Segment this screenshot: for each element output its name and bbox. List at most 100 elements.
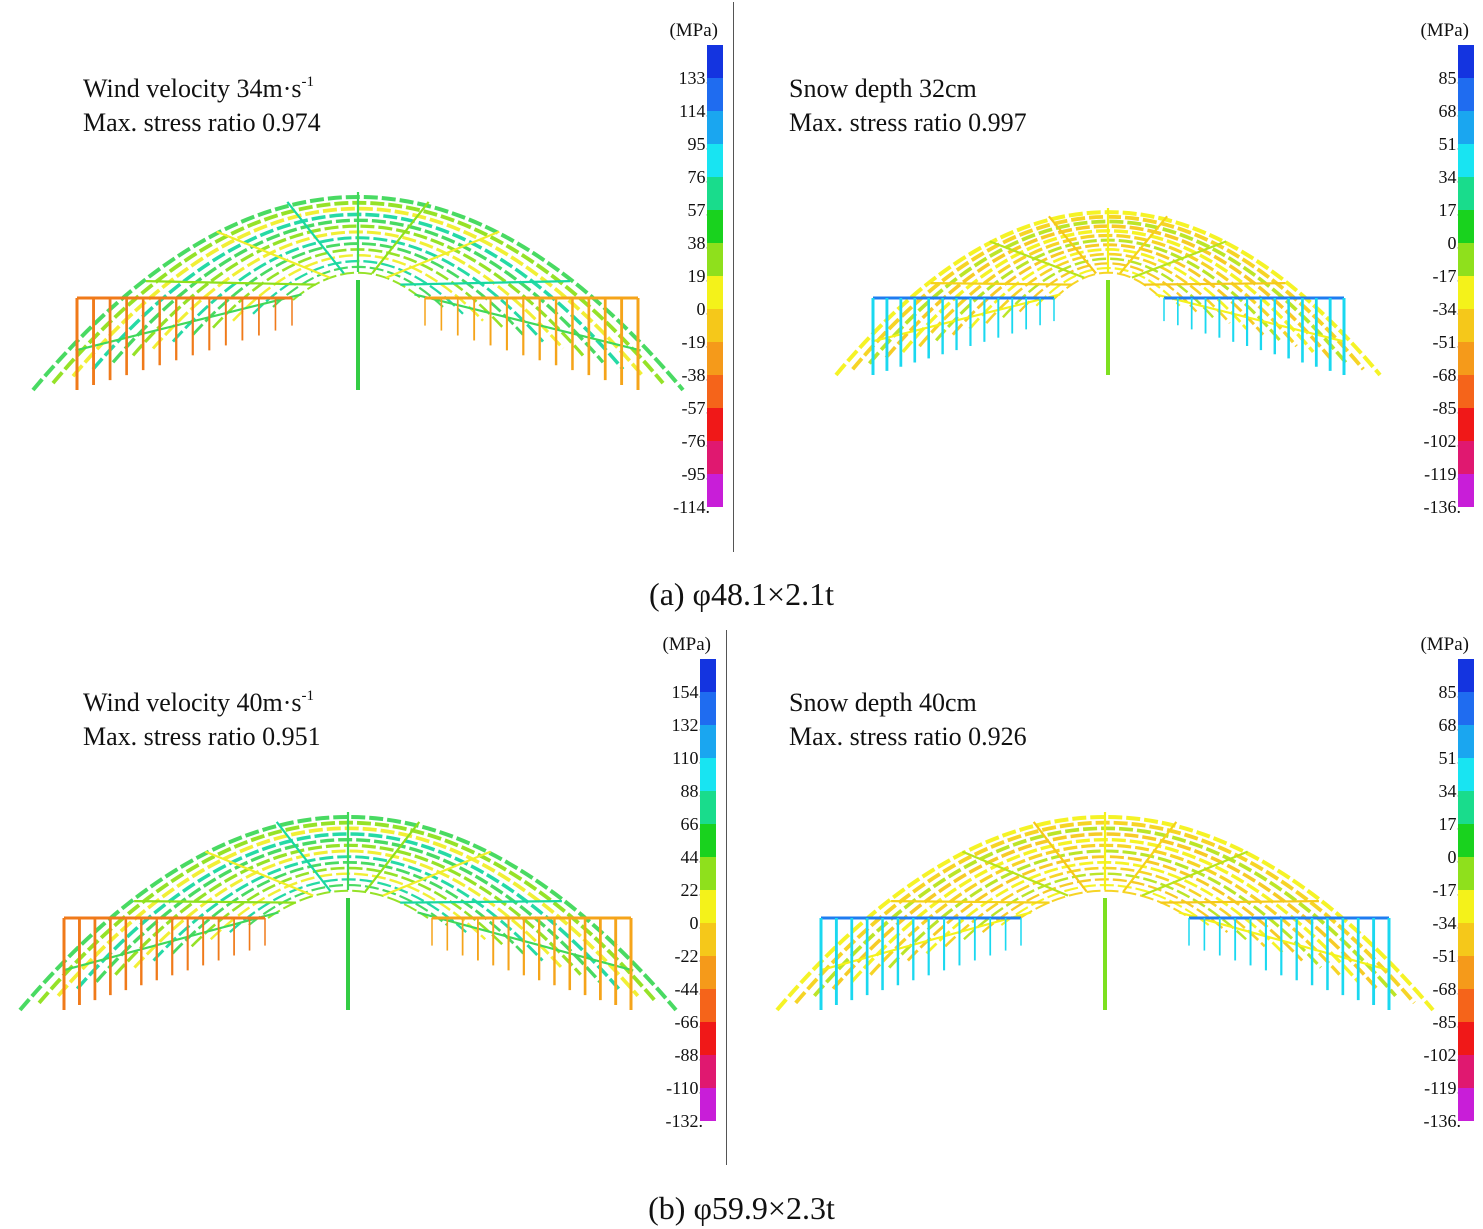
colorbar-band: [700, 692, 716, 725]
panel-divider: [733, 2, 734, 552]
purlin: [1131, 240, 1227, 279]
colorbar-tick-label: -95.: [681, 464, 711, 484]
colorbar-band: [707, 276, 723, 309]
colorbar-band: [1458, 177, 1474, 210]
colorbar-tick-label: 57.: [687, 200, 711, 220]
colorbar-tick-label: 34.: [1438, 167, 1462, 187]
colorbar-tick-label: 0.: [1447, 233, 1462, 253]
stress-colorbar-legend: (MPa) 85. 68. 51. 34. 17. 0. -17. -34. -51. -68. -…: [1391, 20, 1481, 560]
colorbar-band: [1458, 890, 1474, 923]
arch-rib: [963, 872, 1247, 941]
colorbar-tick-label: -57.: [681, 398, 711, 418]
purlin: [364, 821, 421, 893]
colorbar-band: [707, 45, 723, 78]
colorbar: [707, 45, 723, 507]
colorbar-band: [700, 1022, 716, 1055]
purlin: [819, 911, 1032, 972]
colorbar-tick-label: -102.: [1423, 1045, 1462, 1065]
colorbar-band: [1458, 791, 1474, 824]
load-case-line1: Wind velocity 40m·s: [83, 688, 302, 717]
purlin: [1032, 821, 1088, 893]
greenhouse-stress-model: [31, 192, 685, 392]
colorbar-band: [1458, 144, 1474, 177]
colorbar-tick-label: 68.: [1438, 715, 1462, 735]
colorbar-tick-label: -76.: [681, 431, 711, 451]
arch-rib: [1052, 271, 1164, 301]
colorbar-tick-label: 88.: [680, 781, 704, 801]
arch-rib: [133, 849, 563, 969]
purlin: [989, 240, 1085, 279]
colorbar-band: [707, 210, 723, 243]
colorbar-band: [1458, 243, 1474, 276]
purlin: [1143, 282, 1286, 286]
colorbar-band: [1458, 78, 1474, 111]
colorbar-band: [700, 857, 716, 890]
panel-wind-b: Wind velocity 40m·s-1 Max. stress ratio …: [0, 628, 723, 1173]
colorbar-band: [707, 177, 723, 210]
purlin: [385, 230, 500, 279]
stress-colorbar-legend: (MPa) 85. 68. 51. 34. 17. 0. -17. -34. -51. -68. -…: [1391, 634, 1481, 1174]
colorbar-band: [1458, 857, 1474, 890]
colorbar-tick-label: -68.: [1432, 365, 1462, 385]
colorbar-band: [1458, 692, 1474, 725]
colorbar-tick-label: -110.: [666, 1078, 703, 1098]
colorbar-tick-label: 34.: [1438, 781, 1462, 801]
colorbar-band: [1458, 111, 1474, 144]
colorbar-band: [1458, 725, 1474, 758]
colorbar-band: [1458, 210, 1474, 243]
colorbar-band: [1458, 1088, 1474, 1121]
colorbar-tick-label: -132.: [665, 1111, 704, 1131]
purlin: [275, 821, 332, 893]
colorbar-tick-label: -34.: [1432, 913, 1462, 933]
colorbar-tick-label: 66.: [680, 814, 704, 834]
stress-ratio-line: Max. stress ratio 0.926: [789, 722, 1027, 751]
colorbar-tick-label: 0.: [696, 299, 711, 319]
purlin: [134, 900, 296, 904]
load-case-label: Snow depth 32cm Max. stress ratio 0.997: [789, 72, 1027, 140]
colorbar-tick-label: 68.: [1438, 101, 1462, 121]
arch-rib: [867, 219, 1349, 365]
colorbar-band: [707, 144, 723, 177]
purlin: [1155, 293, 1345, 343]
arch-rib: [1019, 889, 1191, 919]
purlin: [871, 293, 1061, 343]
colorbar-tick-label: -119.: [1424, 1078, 1461, 1098]
colorbar-unit: (MPa): [1420, 20, 1469, 41]
colorbar: [1458, 45, 1474, 507]
colorbar-tick-label: -88.: [674, 1045, 704, 1065]
stress-ratio-line: Max. stress ratio 0.951: [83, 722, 321, 751]
purlin: [891, 900, 1050, 904]
colorbar-tick-label: -85.: [1432, 398, 1462, 418]
stress-colorbar-legend: (MPa) 154. 132. 110. 88. 66. 44. 22. 0. -22. -44.…: [633, 634, 723, 1174]
colorbar-tick-label: 85.: [1438, 68, 1462, 88]
purlin: [414, 293, 641, 352]
colorbar-unit: (MPa): [669, 20, 718, 41]
arch-rib: [18, 814, 678, 1012]
colorbar-band: [1458, 309, 1474, 342]
colorbar-band: [1458, 276, 1474, 309]
colorbar-tick-label: -66.: [674, 1012, 704, 1032]
colorbar-band: [1458, 956, 1474, 989]
load-case-label: Wind velocity 40m·s-1 Max. stress ratio …: [83, 686, 321, 754]
colorbar-band: [1458, 474, 1474, 507]
panel-snow-a: Snow depth 32cm Max. stress ratio 0.997 …: [736, 0, 1483, 560]
arch-rib: [190, 866, 506, 948]
colorbar-tick-label: -22.: [674, 946, 704, 966]
colorbar-tick-label: -68.: [1432, 979, 1462, 999]
colorbar-tick-label: 17.: [1438, 814, 1462, 834]
load-case-line1: Snow depth 40cm: [789, 688, 977, 717]
colorbar-tick-label: 110.: [672, 748, 703, 768]
colorbar-band: [700, 1088, 716, 1121]
purlin: [1119, 215, 1168, 275]
purlin: [400, 900, 562, 904]
colorbar-band: [1458, 441, 1474, 474]
colorbar-band: [700, 659, 716, 692]
load-case-label: Wind velocity 34m·s-1 Max. stress ratio …: [83, 72, 321, 140]
arch-rib: [71, 206, 645, 378]
arch-rib: [1002, 257, 1214, 319]
colorbar: [1458, 659, 1474, 1121]
colorbar-tick-label: 44.: [680, 847, 704, 867]
arch-rib: [884, 224, 1332, 359]
arch-rib: [75, 832, 621, 990]
colorbar-band: [707, 342, 723, 375]
